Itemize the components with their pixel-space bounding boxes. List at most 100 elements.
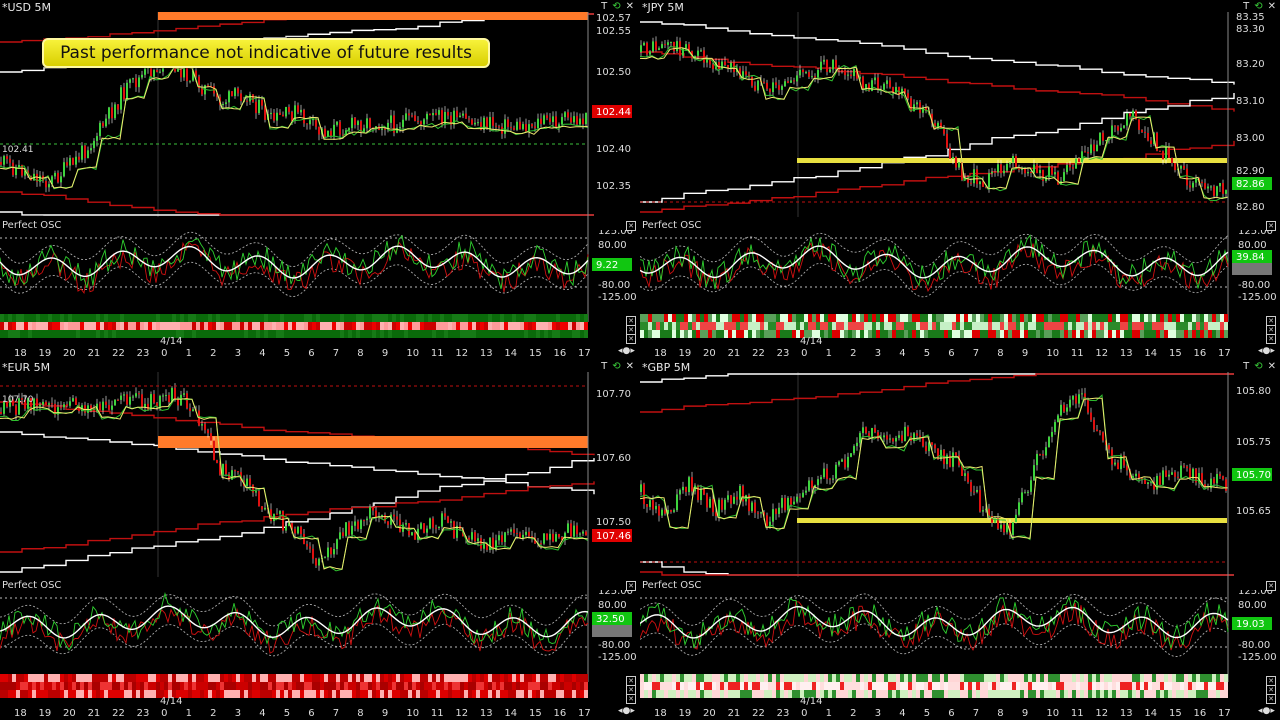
template-button[interactable]: T [601, 1, 608, 12]
candle [1015, 514, 1017, 523]
oscillator-close-icon[interactable]: ✕ [1266, 221, 1276, 231]
candle [724, 499, 726, 510]
heatmap-cell [780, 674, 784, 682]
sync-icon[interactable]: ⟲ [612, 361, 621, 372]
heatmap-cell [748, 314, 752, 322]
heatmap-cell [716, 682, 720, 690]
candle [985, 186, 987, 188]
lower-red-channel [640, 571, 1234, 576]
heatmap-cell [24, 690, 28, 698]
candle [1210, 478, 1212, 489]
candle [456, 525, 458, 538]
time-axis-tick: 22 [112, 708, 125, 719]
candle [901, 88, 903, 96]
heatmap-cell [200, 674, 204, 682]
heatmap-cell [748, 674, 752, 682]
heatmap-cell [448, 682, 452, 690]
heatmap-cell [136, 314, 140, 322]
heatmap-cell [696, 682, 700, 690]
candle [555, 534, 557, 542]
candle [444, 111, 446, 125]
candle [1135, 110, 1137, 120]
heatmap-cell [956, 322, 960, 330]
oscillator-close-icon[interactable]: ✕ [626, 581, 636, 591]
sync-icon[interactable]: ⟲ [612, 1, 621, 12]
heatmap-cell [1168, 322, 1172, 330]
candle [57, 407, 59, 415]
candle [1024, 169, 1026, 174]
candle [354, 521, 356, 526]
candle [12, 399, 14, 406]
candle [1171, 157, 1173, 164]
scroll-nav-icon[interactable]: ◂●▸ [1258, 346, 1275, 356]
heatmap-cell [52, 330, 56, 338]
sync-icon[interactable]: ⟲ [1254, 1, 1263, 12]
heatmap-cell [1168, 674, 1172, 682]
heatmap-cell [0, 674, 4, 682]
template-button[interactable]: T [601, 361, 608, 372]
scroll-nav-icon[interactable]: ◂●▸ [618, 346, 635, 356]
heatmap-cell [412, 682, 416, 690]
heatmap-cell [960, 330, 964, 338]
heatmap-cell [256, 314, 260, 322]
heatmap-cell [540, 314, 544, 322]
sync-icon[interactable]: ⟲ [1254, 361, 1263, 372]
heatmap-cell [980, 314, 984, 322]
heatmap-cell [432, 314, 436, 322]
heatmap-cell [436, 690, 440, 698]
heatmap-close-icon[interactable]: ✕ [1266, 334, 1276, 344]
heatmap-cell [756, 674, 760, 682]
heatmap-cell [340, 314, 344, 322]
heatmap-cell [80, 682, 84, 690]
heatmap-cell [440, 674, 444, 682]
oscillator-green-line [0, 591, 589, 651]
candle [976, 169, 978, 185]
heatmap-cell [92, 314, 96, 322]
heatmap-cell [952, 674, 956, 682]
heatmap-cell [100, 682, 104, 690]
candle [435, 527, 437, 529]
price-chart[interactable]: 102.57102.55102.50102.45102.40102.35102.… [0, 12, 638, 230]
chart-panel-gbp[interactable]: *GBP 5M T ⟲ ✕ 105.80 105.75 105.65 105.70 Perfec… [640, 360, 1280, 720]
time-axis-tick: 22 [752, 348, 765, 359]
chart-panel-jpy[interactable]: *JPY 5M T ⟲ ✕ 83.35 83.30 83.20 83.10 83.00 82.90… [640, 0, 1280, 360]
heatmap-close-icon[interactable]: ✕ [626, 694, 636, 704]
heatmap-cell [640, 330, 644, 338]
oscillator-close-icon[interactable]: ✕ [1266, 581, 1276, 591]
scroll-nav-icon[interactable]: ◂●▸ [1258, 706, 1275, 716]
scroll-nav-icon[interactable]: ◂●▸ [618, 706, 635, 716]
oscillator-axis-label: -125.00 [1238, 292, 1277, 303]
candle [54, 172, 56, 177]
candle [1201, 473, 1203, 485]
close-icon[interactable]: ✕ [625, 361, 634, 372]
fast-moving-average [0, 66, 589, 190]
heatmap-cell [1104, 674, 1108, 682]
heatmap-cell [1164, 330, 1168, 338]
strength-heatmap [640, 314, 1228, 338]
heatmap-close-icon[interactable]: ✕ [1266, 694, 1276, 704]
heatmap-cell [1056, 322, 1060, 330]
heatmap-cell [240, 314, 244, 322]
chart-panel-eur[interactable]: *EUR 5M T ⟲ ✕ 107.70 107.60 107.50 107.46 107.70… [0, 360, 638, 720]
close-icon[interactable]: ✕ [1267, 1, 1276, 12]
oscillator-title: Perfect OSC [2, 580, 62, 591]
template-button[interactable]: T [1243, 1, 1250, 12]
heatmap-cell [568, 690, 572, 698]
time-axis-tick: 22 [752, 708, 765, 719]
close-icon[interactable]: ✕ [1267, 361, 1276, 372]
heatmap-cell [804, 682, 808, 690]
heatmap-close-icon[interactable]: ✕ [626, 334, 636, 344]
heatmap-cell [1004, 682, 1008, 690]
oscillator-close-icon[interactable]: ✕ [626, 221, 636, 231]
close-icon[interactable]: ✕ [625, 1, 634, 12]
template-button[interactable]: T [1243, 361, 1250, 372]
heatmap-cell [716, 690, 720, 698]
candle [1081, 151, 1083, 163]
